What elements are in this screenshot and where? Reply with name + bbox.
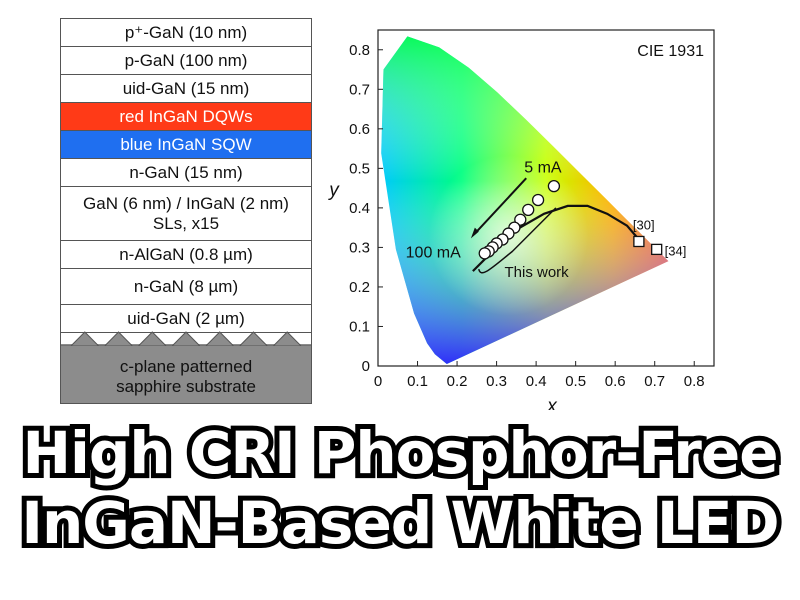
y-tick-label: 0.3 bbox=[349, 239, 370, 256]
y-tick-label: 0.5 bbox=[349, 160, 370, 177]
layer-label: n-AlGaN (0.8 µm) bbox=[119, 244, 253, 264]
layer-3: red InGaN DQWs bbox=[61, 103, 311, 131]
layer-0: p⁺-GaN (10 nm) bbox=[61, 19, 311, 47]
measured-point bbox=[522, 203, 535, 217]
substrate-pattern bbox=[61, 331, 311, 346]
measured-point bbox=[531, 193, 545, 207]
sapphire-substrate: c-plane patterned sapphire substrate bbox=[61, 331, 311, 403]
layer-5: n-GaN (15 nm) bbox=[61, 159, 311, 187]
x-tick-label: 0.5 bbox=[565, 373, 586, 390]
layer-label: n-GaN (8 µm) bbox=[133, 276, 239, 296]
measured-point bbox=[547, 179, 561, 193]
layer-label: uid-GaN (2 µm) bbox=[127, 308, 245, 328]
x-tick-label: 0 bbox=[374, 373, 382, 390]
reference-point bbox=[651, 243, 663, 256]
headline: High CRI Phosphor-Free InGaN-Based White… bbox=[0, 414, 800, 562]
current-arrowhead bbox=[470, 227, 479, 239]
x-tick-label: 0.4 bbox=[526, 373, 547, 390]
plot-frame bbox=[377, 29, 715, 367]
y-tick-label: 0.2 bbox=[349, 279, 370, 296]
layer-6: GaN (6 nm) / InGaN (2 nm) SLs, x15 bbox=[61, 187, 311, 241]
this-work-label: This work bbox=[504, 264, 569, 281]
layer-8: n-GaN (8 µm) bbox=[61, 269, 311, 305]
reference-point bbox=[633, 235, 645, 248]
x-tick-label: 0.1 bbox=[407, 373, 428, 390]
gamut-fill bbox=[381, 36, 669, 365]
y-tick-label: 0 bbox=[362, 358, 370, 375]
cie-chromaticity-diagram: 0 0.1 0.2 0.3 0.4 0.5 0.6 0.7 0.8 0 0.1 0.2 0.3 0.4 0.… bbox=[327, 29, 715, 410]
reference-point-label: [34] bbox=[665, 243, 687, 258]
layer-9: uid-GaN (2 µm) bbox=[61, 305, 311, 333]
x-tick-label: 0.8 bbox=[684, 373, 705, 390]
layer-label: p⁺-GaN (10 nm) bbox=[124, 22, 248, 42]
layer-7: n-AlGaN (0.8 µm) bbox=[61, 241, 311, 269]
layer-label: GaN (6 nm) / InGaN (2 nm) SLs, x15 bbox=[83, 193, 289, 233]
reference-point-label: [30] bbox=[633, 217, 655, 232]
layer-label: n-GaN (15 nm) bbox=[129, 162, 243, 182]
chart-title: CIE 1931 bbox=[637, 43, 704, 60]
substrate-label: c-plane patterned sapphire substrate bbox=[116, 357, 256, 396]
arrow-label-start: 5 mA bbox=[524, 159, 562, 176]
headline-line-1: High CRI Phosphor-Free bbox=[17, 414, 783, 492]
headline-line-2: InGaN-Based White LED bbox=[16, 484, 784, 562]
x-tick-label: 0.7 bbox=[644, 373, 665, 390]
this-work-bracket bbox=[478, 207, 557, 274]
layer-label: p-GaN (100 nm) bbox=[124, 50, 248, 70]
layer-label: uid-GaN (15 nm) bbox=[122, 78, 250, 98]
y-tick-label: 0.1 bbox=[349, 318, 370, 335]
y-tick-label: 0.8 bbox=[349, 42, 370, 59]
epitaxial-layer-stack: p⁺-GaN (10 nm) p-GaN (100 nm) uid-GaN (15 … bbox=[60, 18, 312, 404]
y-axis-label: y bbox=[327, 180, 340, 201]
x-axis-label: x bbox=[546, 396, 558, 410]
measured-point bbox=[478, 247, 491, 260]
layer-1: p-GaN (100 nm) bbox=[61, 47, 311, 75]
x-tick-label: 0.6 bbox=[605, 373, 626, 390]
arrow-label-end: 100 mA bbox=[406, 244, 461, 261]
y-tick-label: 0.7 bbox=[349, 81, 370, 98]
x-tick-label: 0.3 bbox=[486, 373, 507, 390]
layer-label: red InGaN DQWs bbox=[119, 106, 253, 126]
layer-label: blue InGaN SQW bbox=[120, 134, 252, 154]
y-tick-label: 0.6 bbox=[349, 121, 370, 138]
layer-4: blue InGaN SQW bbox=[61, 131, 311, 159]
x-tick-label: 0.2 bbox=[447, 373, 468, 390]
current-arrow bbox=[474, 177, 527, 235]
y-tick-label: 0.4 bbox=[349, 200, 370, 217]
layer-2: uid-GaN (15 nm) bbox=[61, 75, 311, 103]
